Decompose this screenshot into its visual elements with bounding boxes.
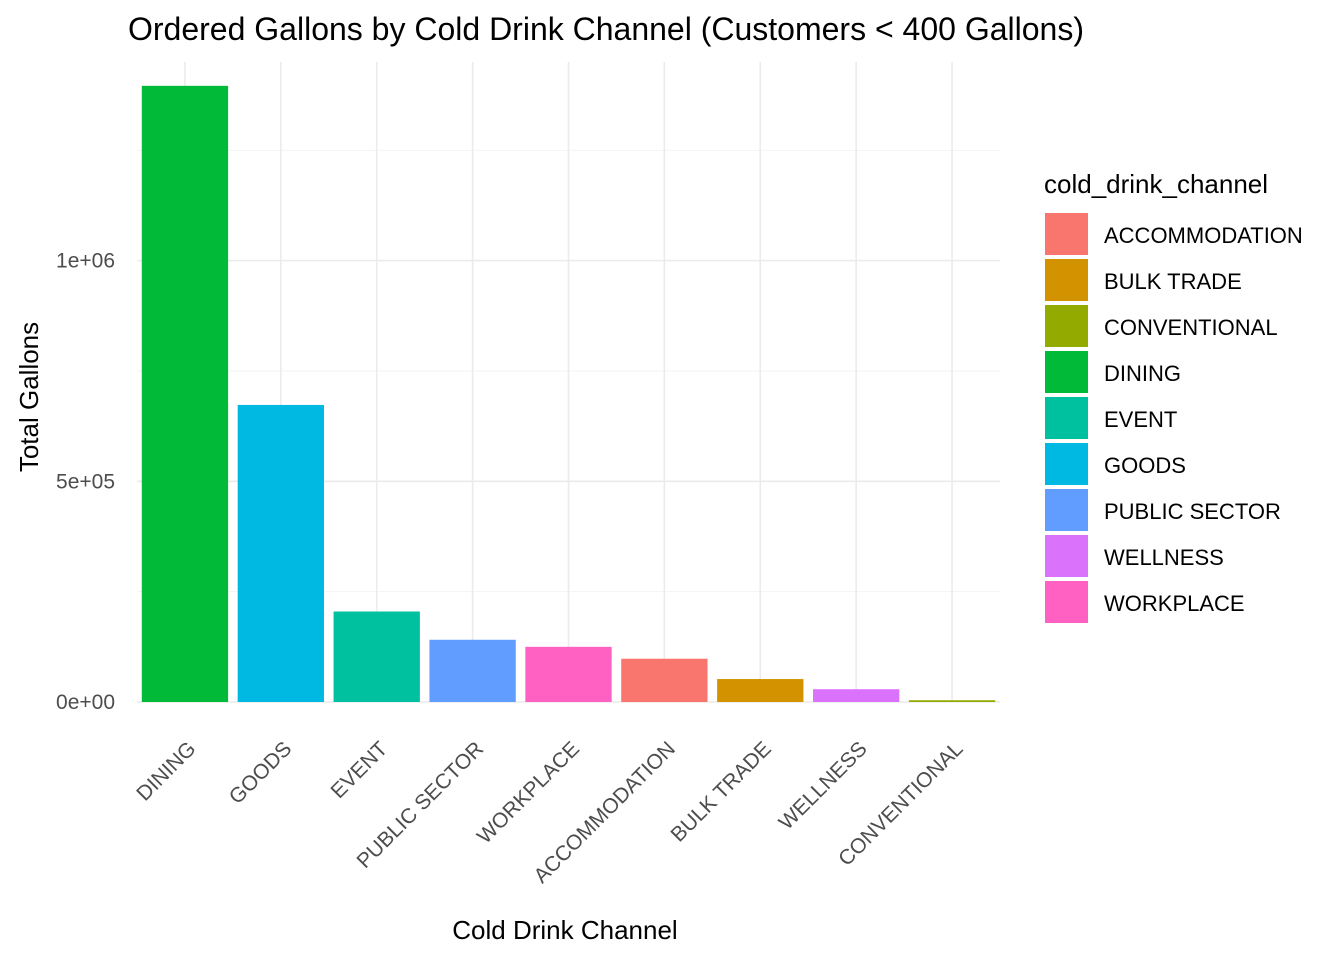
grid-lines	[137, 62, 1000, 703]
legend-swatch	[1045, 581, 1088, 623]
y-axis-tick-labels: 0e+00 5e+05 1e+06	[56, 250, 115, 714]
x-tick-label: DINING	[132, 737, 200, 805]
legend-label: CONVENTIONAL	[1104, 315, 1278, 340]
legend-swatch	[1045, 213, 1088, 255]
x-tick-label: WORKPLACE	[473, 737, 584, 848]
legend-swatch	[1045, 259, 1088, 301]
legend-swatch	[1045, 397, 1088, 439]
x-axis-title: Cold Drink Channel	[452, 915, 677, 945]
legend-label: PUBLIC SECTOR	[1104, 499, 1281, 524]
legend-label: DINING	[1104, 361, 1181, 386]
legend-label: BULK TRADE	[1104, 269, 1242, 294]
bar-goods	[237, 404, 324, 702]
legend-label: WELLNESS	[1104, 545, 1224, 570]
y-tick-label: 5e+05	[56, 470, 115, 493]
bar-event	[333, 611, 420, 702]
y-axis-title: Total Gallons	[14, 322, 44, 472]
legend-swatch	[1045, 443, 1088, 485]
legend-label: GOODS	[1104, 453, 1186, 478]
x-tick-label: EVENT	[326, 737, 392, 803]
bar-conventional	[908, 700, 996, 702]
x-tick-label: WELLNESS	[775, 737, 872, 834]
legend: cold_drink_channel ACCOMMODATION BULK TRA…	[1044, 169, 1303, 623]
bar-workplace	[525, 646, 612, 702]
x-tick-label: GOODS	[225, 737, 297, 809]
legend-swatch	[1045, 305, 1088, 347]
bar-accommodation	[621, 658, 708, 702]
legend-swatch	[1045, 535, 1088, 577]
x-tick-label: BULK TRADE	[667, 737, 776, 846]
bar-public-sector	[429, 639, 516, 702]
legend-swatch	[1045, 489, 1088, 531]
legend-label: WORKPLACE	[1104, 591, 1245, 616]
legend-title: cold_drink_channel	[1044, 169, 1268, 199]
legend-swatch	[1045, 351, 1088, 393]
legend-label: ACCOMMODATION	[1104, 223, 1303, 248]
y-tick-label: 0e+00	[56, 691, 115, 714]
bar-dining	[141, 85, 229, 703]
legend-label: EVENT	[1104, 407, 1177, 432]
y-tick-label: 1e+06	[56, 250, 115, 273]
bars	[141, 85, 996, 703]
bar-bulk-trade	[717, 679, 804, 702]
bar-wellness	[813, 689, 900, 702]
chart-title: Ordered Gallons by Cold Drink Channel (C…	[128, 11, 1084, 47]
